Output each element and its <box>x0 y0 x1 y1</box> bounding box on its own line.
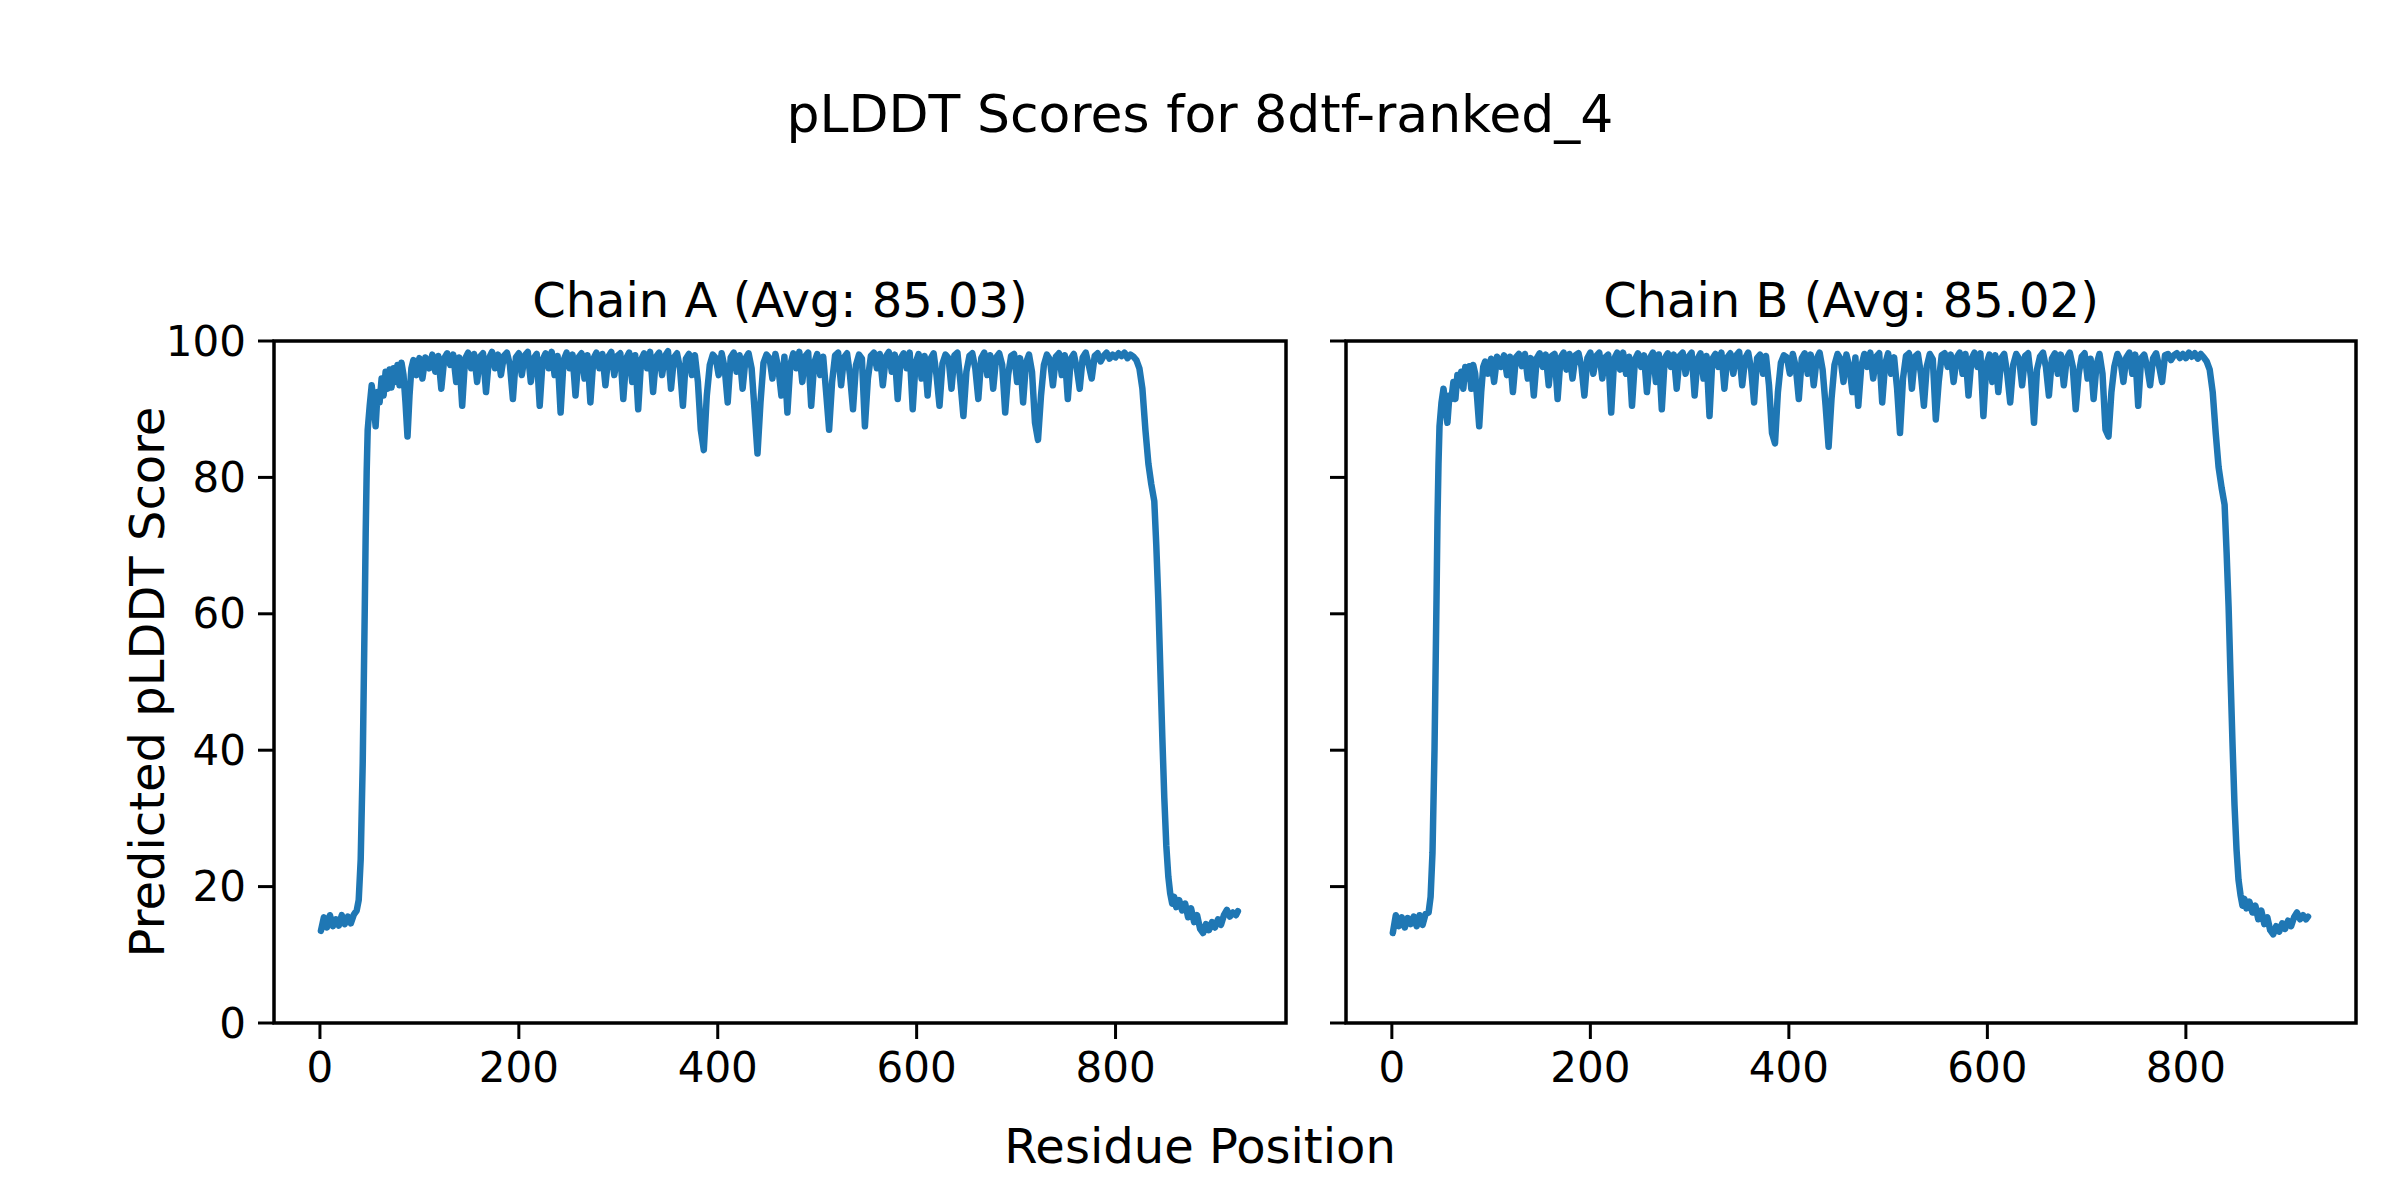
x-tick-label: 0 <box>1378 1043 1405 1092</box>
axes-spines <box>1346 341 2356 1023</box>
plddt-line <box>1393 352 2308 934</box>
y-axis-label: Predicted pLDDT Score <box>122 282 172 1082</box>
x-tick-label: 600 <box>1947 1043 2027 1092</box>
y-tick-label: 40 <box>193 726 246 775</box>
plddt-line <box>321 351 1238 933</box>
axes-spines <box>274 341 1286 1023</box>
x-tick-label: 200 <box>479 1043 559 1092</box>
x-tick-label: 400 <box>678 1043 758 1092</box>
x-tick-label: 600 <box>877 1043 957 1092</box>
plddt-figure: pLDDT Scores for 8dtf-ranked_4 Chain A (… <box>0 0 2400 1200</box>
x-tick-label: 800 <box>2146 1043 2226 1092</box>
chain-a-title: Chain A (Avg: 85.03) <box>274 274 1286 330</box>
y-tick-label: 0 <box>219 999 246 1048</box>
x-tick-label: 200 <box>1550 1043 1630 1092</box>
y-tick-label: 80 <box>193 453 246 502</box>
figure-title: pLDDT Scores for 8dtf-ranked_4 <box>0 86 2400 143</box>
chain-b-axes: 0200400600800 <box>1346 341 2356 1023</box>
x-tick-label: 400 <box>1749 1043 1829 1092</box>
y-tick-label: 20 <box>193 862 246 911</box>
y-tick-label: 100 <box>166 317 246 366</box>
y-tick-label: 60 <box>193 589 246 638</box>
chain-a-axes: 0200400600800020406080100 <box>274 341 1286 1023</box>
x-tick-label: 0 <box>307 1043 334 1092</box>
x-axis-label: Residue Position <box>0 1120 2400 1173</box>
chain-b-title: Chain B (Avg: 85.02) <box>1346 274 2356 330</box>
x-tick-label: 800 <box>1075 1043 1155 1092</box>
